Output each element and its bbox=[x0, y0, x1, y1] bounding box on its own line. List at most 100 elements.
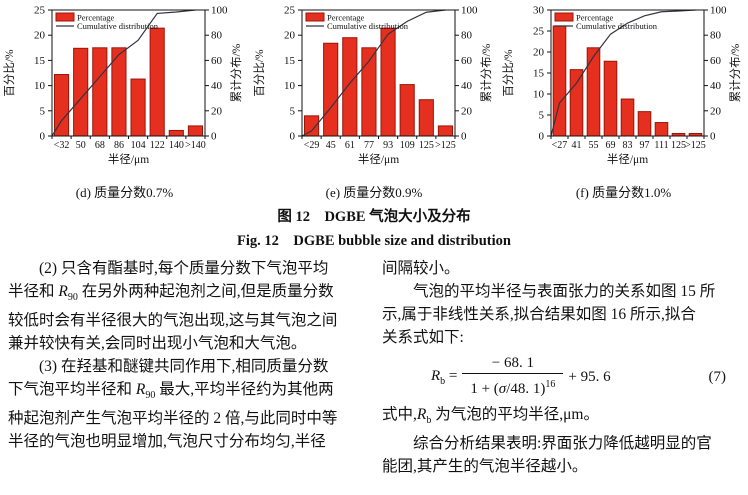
text-line: 气泡的平均半径与表面张力的关系如图 15 所 bbox=[382, 283, 716, 300]
left-tick-label: 20 bbox=[533, 47, 545, 59]
left-tick-label: 0 bbox=[289, 131, 295, 143]
chart-e-svg: 0 5 10 15 20 25 0 20 40 60 80 100 <29 45 61 77 93 109 125 >… bbox=[253, 5, 493, 167]
text-line: 综合分析结果表明:界面张力降低越明显的官 bbox=[382, 435, 712, 453]
left-axis-label: 百分比/% bbox=[502, 49, 515, 97]
right-tick-label: 0 bbox=[211, 131, 217, 143]
text-line: 间隔较小。 bbox=[382, 260, 460, 277]
figure-caption-cn: 图 12 DGBE 气泡大小及分布 bbox=[277, 209, 471, 225]
text-line: 较低时会有半径很大的气泡出现,这与其气泡之间 bbox=[8, 312, 338, 330]
equation-fraction: − 68. 1 1 + (σ/48. 1)16 bbox=[462, 354, 564, 400]
left-tick-label: 5 bbox=[289, 105, 295, 117]
percentage-bar bbox=[322, 42, 338, 137]
text-line: (3) 在羟基和醚键共同作用下,相同质量分数 bbox=[8, 358, 329, 376]
x-category-label: 83 bbox=[623, 140, 633, 151]
percentage-bar bbox=[53, 74, 70, 137]
left-axis-label: 百分比/% bbox=[3, 49, 16, 97]
left-tick-label: 15 bbox=[34, 55, 46, 67]
right-column-top: 间隔较小。 气泡的平均半径与表面张力的关系如图 15 所示,属于非线性关系,拟合… bbox=[382, 257, 740, 349]
x-category-label: 104 bbox=[131, 140, 146, 151]
left-tick-label: 10 bbox=[34, 80, 46, 92]
legend-line-label: Cumulative distribution bbox=[77, 21, 159, 31]
legend-line-label: Cumulative distribution bbox=[576, 21, 658, 31]
percentage-bar bbox=[418, 99, 434, 137]
x-axis-label: 半径/μm bbox=[607, 152, 648, 166]
equation-lhs: Rb = bbox=[430, 367, 458, 387]
figure-12-charts: 0 5 10 15 20 25 0 20 40 60 80 100 <32 50 68 86 104 122 140… bbox=[0, 0, 748, 201]
percentage-bar bbox=[130, 78, 146, 137]
percentage-bar bbox=[569, 69, 584, 137]
text-line: 半径的气泡也明显增加,气泡尺寸分布均匀,半径 bbox=[8, 433, 326, 451]
left-tick-label: 15 bbox=[284, 55, 296, 67]
right-axis-label: 累计分布/% bbox=[230, 43, 243, 102]
percentage-bar bbox=[620, 98, 635, 137]
right-tick-label: 60 bbox=[710, 55, 722, 67]
left-tick-label: 10 bbox=[284, 80, 296, 92]
equation-denominator: 1 + (σ/48. 1)16 bbox=[462, 373, 564, 400]
right-tick-label: 40 bbox=[211, 80, 223, 92]
x-category-label: 109 bbox=[399, 140, 414, 151]
left-tick-label: 5 bbox=[539, 110, 545, 122]
text-line: 下气泡平均半径和 R90 最大,平均半径约为其他两 bbox=[8, 381, 334, 402]
percentage-bar bbox=[92, 47, 108, 137]
x-category-label: 125 bbox=[418, 140, 433, 151]
right-axis-label: 累计分布/% bbox=[480, 43, 493, 102]
x-category-label: <32 bbox=[54, 140, 70, 151]
percentage-bar bbox=[341, 37, 357, 137]
text-line: 半径和 R90 在另外两种起泡剂之间,但是质量分数 bbox=[8, 283, 334, 304]
chart-panel-f: 0 5 10 15 20 25 30 0 20 40 60 80 100 <27 41 55 69 83 97 111… bbox=[499, 2, 748, 201]
chart-panel-d: 0 5 10 15 20 25 0 20 40 60 80 100 <32 50 68 86 104 122 140… bbox=[0, 2, 249, 201]
x-category-label: 45 bbox=[325, 140, 335, 151]
chart-d-subcaption: (d) 质量分数0.7% bbox=[75, 185, 174, 200]
text-line: 兼并较快有关,会同时出现小气泡和大气泡。 bbox=[8, 335, 307, 353]
x-category-label: 97 bbox=[640, 140, 650, 151]
x-category-label: 77 bbox=[363, 140, 373, 151]
legend-bar-label: Percentage bbox=[327, 13, 365, 23]
chart-e-subcaption: (e) 质量分数0.9% bbox=[325, 185, 423, 200]
chart-panel-e: 0 5 10 15 20 25 0 20 40 60 80 100 <29 45 61 77 93 109 125 >… bbox=[250, 2, 499, 201]
left-tick-label: 30 bbox=[533, 5, 545, 17]
x-category-label: 125 bbox=[671, 140, 686, 151]
left-column: (2) 只含有酯基时,每个质量分数下气泡平均半径和 R90 在另外两种起泡剂之间… bbox=[8, 257, 366, 478]
left-tick-label: 15 bbox=[533, 68, 545, 80]
percentage-bar bbox=[149, 27, 165, 137]
x-category-label: 111 bbox=[654, 140, 668, 151]
percentage-bar bbox=[637, 111, 652, 137]
percentage-bar bbox=[379, 27, 396, 137]
legend-bar-label: Percentage bbox=[576, 13, 614, 23]
x-category-label: >140 bbox=[185, 140, 206, 151]
right-tick-label: 80 bbox=[211, 30, 223, 42]
left-tick-label: 25 bbox=[284, 5, 296, 17]
x-category-label: 69 bbox=[606, 140, 616, 151]
cumulative-line bbox=[550, 9, 696, 137]
x-category-label: 86 bbox=[114, 140, 124, 151]
chart-f-subcaption: (f) 质量分数1.0% bbox=[575, 185, 672, 200]
left-tick-label: 25 bbox=[34, 5, 46, 17]
percentage-bar bbox=[187, 125, 204, 137]
percentage-bar bbox=[654, 122, 669, 137]
text-line: 示,属于非线性关系,拟合结果如图 16 所示,拟合 bbox=[382, 306, 696, 323]
right-column-bottom: 式中,Rb 为气泡的平均半径,μm。 综合分析结果表明:界面张力降低越明显的官能… bbox=[382, 403, 740, 478]
left-tick-label: 20 bbox=[284, 30, 296, 42]
right-column: 间隔较小。 气泡的平均半径与表面张力的关系如图 15 所示,属于非线性关系,拟合… bbox=[382, 257, 740, 478]
body-text: (2) 只含有酯基时,每个质量分数下气泡平均半径和 R90 在另外两种起泡剂之间… bbox=[0, 250, 748, 478]
equation-numerator: − 68. 1 bbox=[491, 355, 534, 371]
x-category-label: 41 bbox=[572, 140, 582, 151]
equation-tail: + 95. 6 bbox=[568, 368, 611, 385]
x-category-label: 50 bbox=[76, 140, 86, 151]
percentage-bar bbox=[437, 125, 453, 137]
right-tick-label: 80 bbox=[461, 30, 473, 42]
x-category-label: 68 bbox=[95, 140, 105, 151]
right-tick-label: 60 bbox=[211, 55, 223, 67]
percentage-bar bbox=[168, 129, 184, 137]
legend-bar-label: Percentage bbox=[77, 13, 115, 23]
right-tick-label: 0 bbox=[710, 131, 716, 143]
equation-7: Rb = − 68. 1 1 + (σ/48. 1)16 + 95. 6 (7) bbox=[382, 354, 740, 400]
right-tick-label: 20 bbox=[710, 105, 722, 117]
text-line: 关系式如下: bbox=[382, 329, 464, 346]
right-tick-label: 20 bbox=[211, 105, 223, 117]
equation-number: (7) bbox=[708, 368, 726, 385]
text-line: (2) 只含有酯基时,每个质量分数下气泡平均 bbox=[8, 260, 329, 277]
equation-7-formula: Rb = − 68. 1 1 + (σ/48. 1)16 + 95. 6 bbox=[431, 354, 611, 400]
x-category-label: >125 bbox=[685, 140, 706, 151]
x-axis-label: 半径/μm bbox=[357, 152, 398, 166]
